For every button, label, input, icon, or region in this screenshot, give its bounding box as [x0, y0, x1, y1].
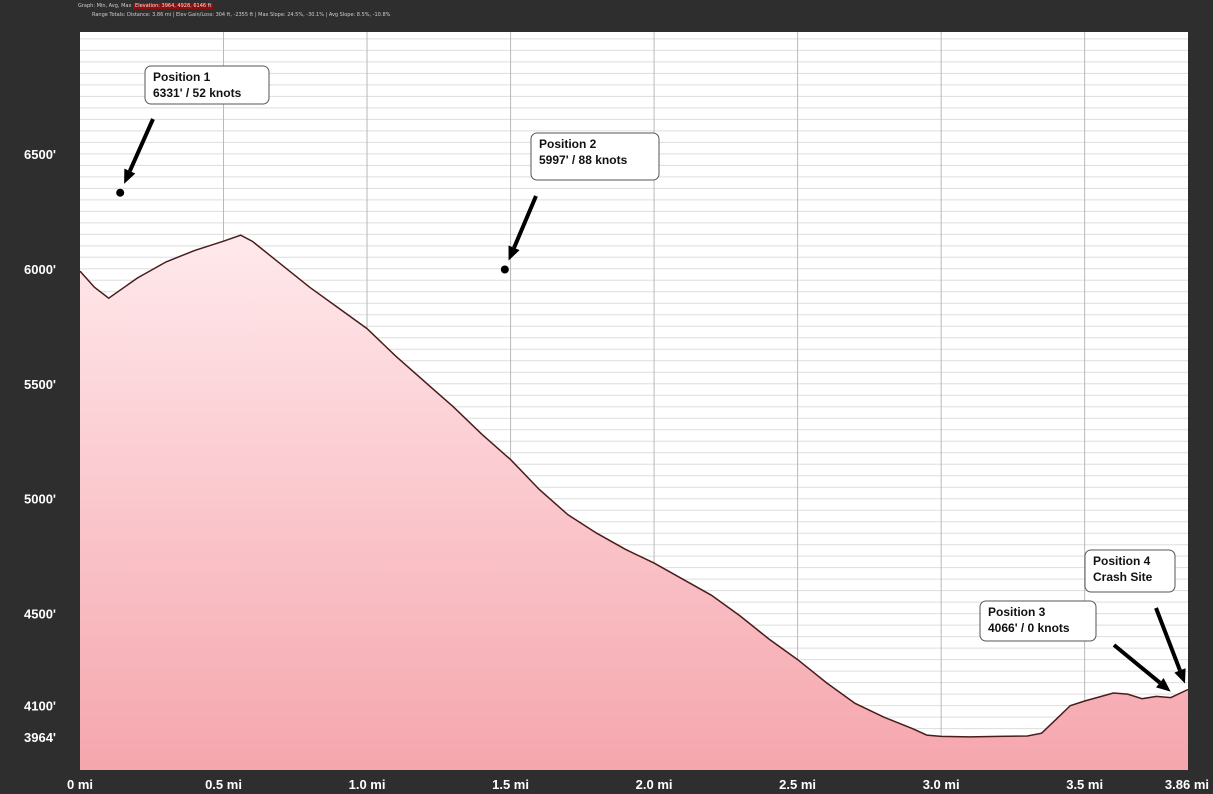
- graph-info-header: Graph: Min, Avg, Max Elevation: 3964, 49…: [78, 3, 214, 9]
- arrow-shaft: [512, 195, 538, 249]
- position-marker: [116, 188, 125, 197]
- y-tick-label: 4500': [24, 607, 56, 622]
- callout-title: Position 1: [153, 70, 211, 84]
- arrow-head: [1174, 668, 1186, 684]
- position-marker: [500, 265, 509, 274]
- arrow-head: [1156, 678, 1171, 692]
- callout-title: Position 2: [539, 137, 597, 151]
- graph-info-label: Graph: Min, Avg, Max: [78, 3, 132, 9]
- y-tick-label: 3964': [24, 730, 56, 745]
- arrow-head: [124, 168, 136, 184]
- elevation-area: [80, 235, 1188, 770]
- x-tick-label: 3.86 mi: [1165, 777, 1209, 792]
- x-tick-label: 2.0 mi: [636, 777, 673, 792]
- x-axis-labels: 0 mi 0.5 mi 1.0 mi 1.5 mi 2.0 mi 2.5 mi 3.0 mi…: [67, 777, 1209, 792]
- callout-p3: Position 3 4066' / 0 knots: [979, 600, 1171, 692]
- callout-p1: Position 1 6331' / 52 knots: [116, 65, 270, 197]
- x-tick-label: 3.0 mi: [923, 777, 960, 792]
- x-tick-label: 1.5 mi: [492, 777, 529, 792]
- x-tick-label: 0 mi: [67, 777, 93, 792]
- y-tick-label: 5500': [24, 377, 56, 392]
- arrow-head: [508, 245, 520, 261]
- x-tick-label: 2.5 mi: [779, 777, 816, 792]
- callout-box: [979, 600, 1097, 642]
- position-callouts: Position 1 6331' / 52 knots Position 2 5997…: [116, 65, 1186, 692]
- x-tick-label: 3.5 mi: [1066, 777, 1103, 792]
- arrow-shaft: [1154, 607, 1182, 672]
- y-tick-label: 5000': [24, 492, 56, 507]
- callout-detail: Crash Site: [1093, 570, 1153, 584]
- y-tick-label: 6500': [24, 147, 56, 162]
- elevation-summary-badge: Elevation: 3964, 4928, 6146 ft: [133, 3, 214, 9]
- callout-box: [1084, 549, 1176, 593]
- callout-detail: 5997' / 88 knots: [539, 153, 628, 167]
- callout-detail: 4066' / 0 knots: [988, 621, 1070, 635]
- y-tick-label: 4100': [24, 699, 56, 714]
- callout-box: [144, 65, 270, 105]
- y-axis-labels: 3964' 4100' 4500' 5000' 5500' 6000' 6500': [24, 147, 56, 745]
- callout-p4: Position 4 Crash Site: [1084, 549, 1186, 684]
- y-tick-label: 6000': [24, 262, 56, 277]
- arrow-shaft: [1112, 643, 1162, 685]
- callout-detail: 6331' / 52 knots: [153, 86, 242, 100]
- callout-title: Position 3: [988, 605, 1046, 619]
- elevation-line: [79, 234, 1189, 738]
- callout-title: Position 4: [1093, 554, 1151, 568]
- range-totals-header: Range Totals: Distance: 3.86 mi | Elev G…: [92, 12, 391, 18]
- x-tick-label: 1.0 mi: [349, 777, 386, 792]
- x-tick-label: 0.5 mi: [205, 777, 242, 792]
- arrow-shaft: [127, 118, 155, 172]
- callout-box: [530, 132, 660, 181]
- callout-p2: Position 2 5997' / 88 knots: [500, 132, 660, 274]
